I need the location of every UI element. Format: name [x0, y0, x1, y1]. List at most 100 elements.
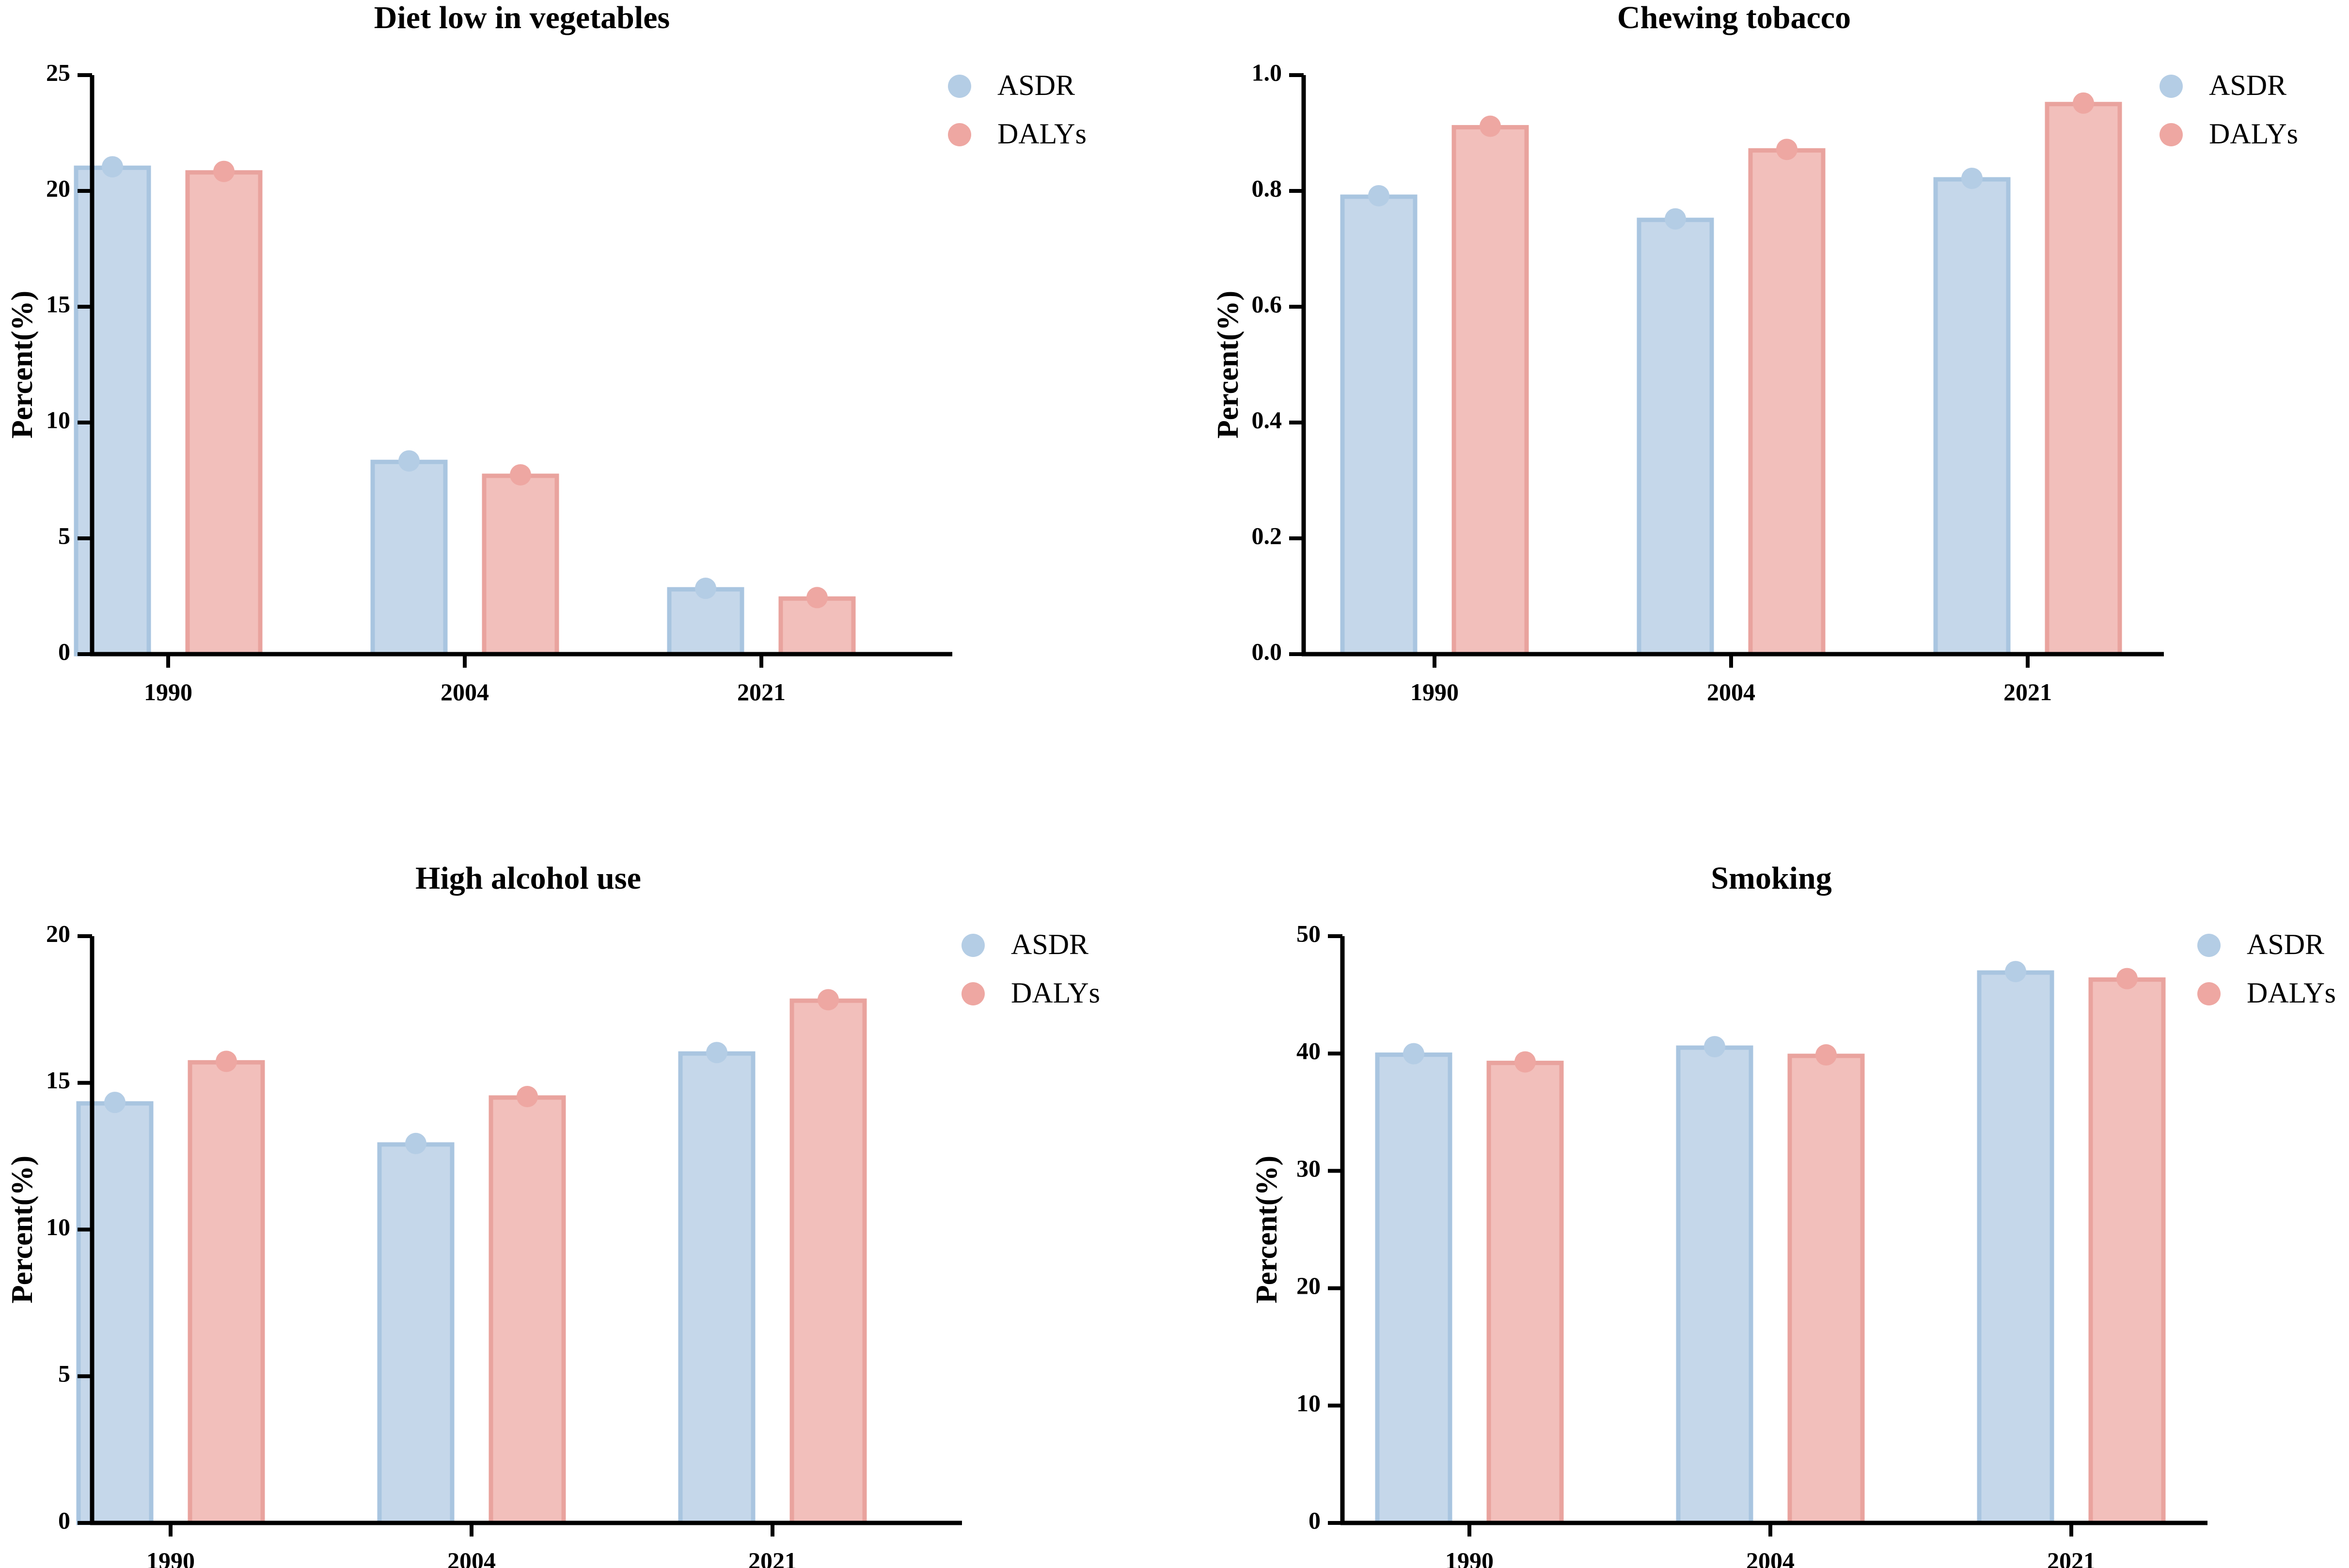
- bar-asdr-2004: [1676, 1045, 1753, 1525]
- legend-label-dalys: DALYs: [1011, 977, 1100, 1009]
- bar-asdr-2004: [370, 459, 448, 657]
- bar-asdr-2021: [1977, 970, 2054, 1525]
- y-tick-label: 5: [58, 522, 70, 549]
- x-tick-label: 1990: [144, 678, 192, 706]
- bar-dalys-2021: [2045, 102, 2122, 657]
- legend: ASDR DALYs: [2197, 928, 2336, 1009]
- legend-marker-asdr: [2197, 934, 2221, 957]
- point-dalys-1990: [1514, 1051, 1536, 1073]
- y-tick-label: 20: [46, 920, 70, 947]
- x-tick-label: 1990: [1445, 1547, 1494, 1568]
- legend-marker-asdr: [948, 75, 971, 98]
- bar-asdr-2004: [1637, 218, 1714, 657]
- bar-asdr-2021: [678, 1051, 756, 1525]
- point-dalys-2004: [1815, 1044, 1837, 1066]
- panel-title: Diet low in vegetables: [374, 0, 670, 35]
- y-tick-label: 30: [1296, 1155, 1321, 1182]
- bar-dalys-1990: [188, 1060, 265, 1525]
- point-dalys-2004: [517, 1086, 538, 1108]
- legend-label-dalys: DALYs: [2247, 977, 2336, 1009]
- legend: ASDR DALYs: [2160, 69, 2298, 150]
- point-asdr-2021: [1961, 168, 1983, 189]
- point-dalys-1990: [216, 1051, 237, 1072]
- bar-asdr-1990: [74, 165, 151, 657]
- legend: ASDR DALYs: [962, 928, 1100, 1009]
- legend-marker-dalys: [948, 123, 971, 146]
- bar-dalys-2021: [2088, 977, 2166, 1525]
- y-tick-label: 10: [46, 406, 70, 433]
- panel-4: Smoking Percent(%) 0 10 20 30 40 50 1990 2004 2021…: [1250, 861, 2336, 1568]
- y-tick-label: 1.0: [1252, 59, 1282, 86]
- point-asdr-2021: [695, 578, 716, 599]
- legend-marker-dalys: [962, 982, 985, 1005]
- bar-dalys-2004: [1787, 1053, 1865, 1525]
- legend-label-dalys: DALYs: [2209, 118, 2298, 150]
- point-asdr-2021: [706, 1042, 727, 1064]
- bar-dalys-1990: [185, 170, 263, 657]
- bar-dalys-2004: [482, 473, 559, 657]
- panel-title: Smoking: [1711, 861, 1831, 896]
- bar-dalys-1990: [1486, 1061, 1564, 1525]
- x-tick-label: 2021: [748, 1547, 797, 1568]
- point-asdr-1990: [1368, 185, 1389, 206]
- point-asdr-2004: [398, 450, 420, 472]
- x-tick-label: 2021: [2047, 1547, 2096, 1568]
- point-asdr-2021: [2005, 961, 2026, 983]
- point-dalys-2021: [818, 989, 839, 1011]
- x-tick-label: 2004: [1707, 678, 1755, 706]
- legend-label-asdr: ASDR: [1011, 928, 1088, 960]
- x-tick-label: 2021: [2003, 678, 2052, 706]
- legend-label-asdr: ASDR: [997, 69, 1075, 101]
- legend-marker-dalys: [2160, 123, 2183, 146]
- y-tick-label: 15: [46, 290, 70, 317]
- y-tick-label: 0.0: [1252, 638, 1282, 665]
- y-tick-label: 0: [58, 1506, 70, 1534]
- legend: ASDR DALYs: [948, 69, 1087, 150]
- x-tick-label: 1990: [1410, 678, 1459, 706]
- point-dalys-1990: [1480, 115, 1501, 137]
- y-tick-label: 0.2: [1252, 522, 1282, 549]
- y-tick-label: 40: [1296, 1037, 1321, 1065]
- legend-label-asdr: ASDR: [2247, 928, 2324, 960]
- point-dalys-2021: [806, 587, 828, 609]
- point-dalys-2021: [2116, 968, 2138, 989]
- y-axis-label: Percent(%): [6, 291, 39, 439]
- y-tick-label: 10: [1296, 1389, 1321, 1416]
- legend-label-dalys: DALYs: [997, 118, 1087, 150]
- legend-marker-dalys: [2197, 982, 2221, 1005]
- point-dalys-2004: [1776, 139, 1797, 160]
- bar-dalys-2021: [789, 998, 867, 1525]
- y-axis-label: Percent(%): [1250, 1156, 1283, 1303]
- y-tick-label: 0: [58, 638, 70, 665]
- y-tick-label: 0.8: [1252, 174, 1282, 202]
- point-asdr-1990: [1403, 1043, 1424, 1065]
- y-tick-label: 0.6: [1252, 290, 1282, 317]
- y-tick-label: 0: [1309, 1506, 1321, 1534]
- y-tick-label: 25: [46, 59, 70, 86]
- panel-1: Diet low in vegetables Percent(%) 0 5 10 15 20…: [6, 0, 1087, 706]
- bar-dalys-2004: [1748, 148, 1826, 657]
- bar-asdr-2004: [377, 1142, 455, 1525]
- panel-2: Chewing tobacco Percent(%) 0.0 0.2 0.4 0.6 0.8…: [1212, 0, 2298, 706]
- point-asdr-1990: [102, 156, 123, 178]
- x-tick-label: 1990: [146, 1547, 195, 1568]
- bar-asdr-1990: [1375, 1052, 1452, 1525]
- y-tick-label: 15: [46, 1066, 70, 1094]
- bar-asdr-1990: [1340, 194, 1418, 657]
- point-asdr-2004: [1704, 1036, 1725, 1058]
- y-tick-label: 20: [1296, 1272, 1321, 1299]
- legend-marker-asdr: [962, 934, 985, 957]
- point-dalys-2021: [2073, 92, 2094, 114]
- x-tick-label: 2004: [447, 1547, 496, 1568]
- y-tick-label: 50: [1296, 920, 1321, 947]
- x-tick-label: 2021: [737, 678, 786, 706]
- y-tick-label: 10: [46, 1213, 70, 1240]
- bar-asdr-2021: [1933, 177, 2011, 657]
- y-tick-label: 20: [46, 174, 70, 202]
- point-dalys-2004: [510, 464, 531, 486]
- bar-dalys-2004: [489, 1095, 566, 1525]
- point-asdr-2004: [405, 1132, 426, 1154]
- panel-title: Chewing tobacco: [1617, 0, 1851, 35]
- x-tick-label: 2004: [441, 678, 489, 706]
